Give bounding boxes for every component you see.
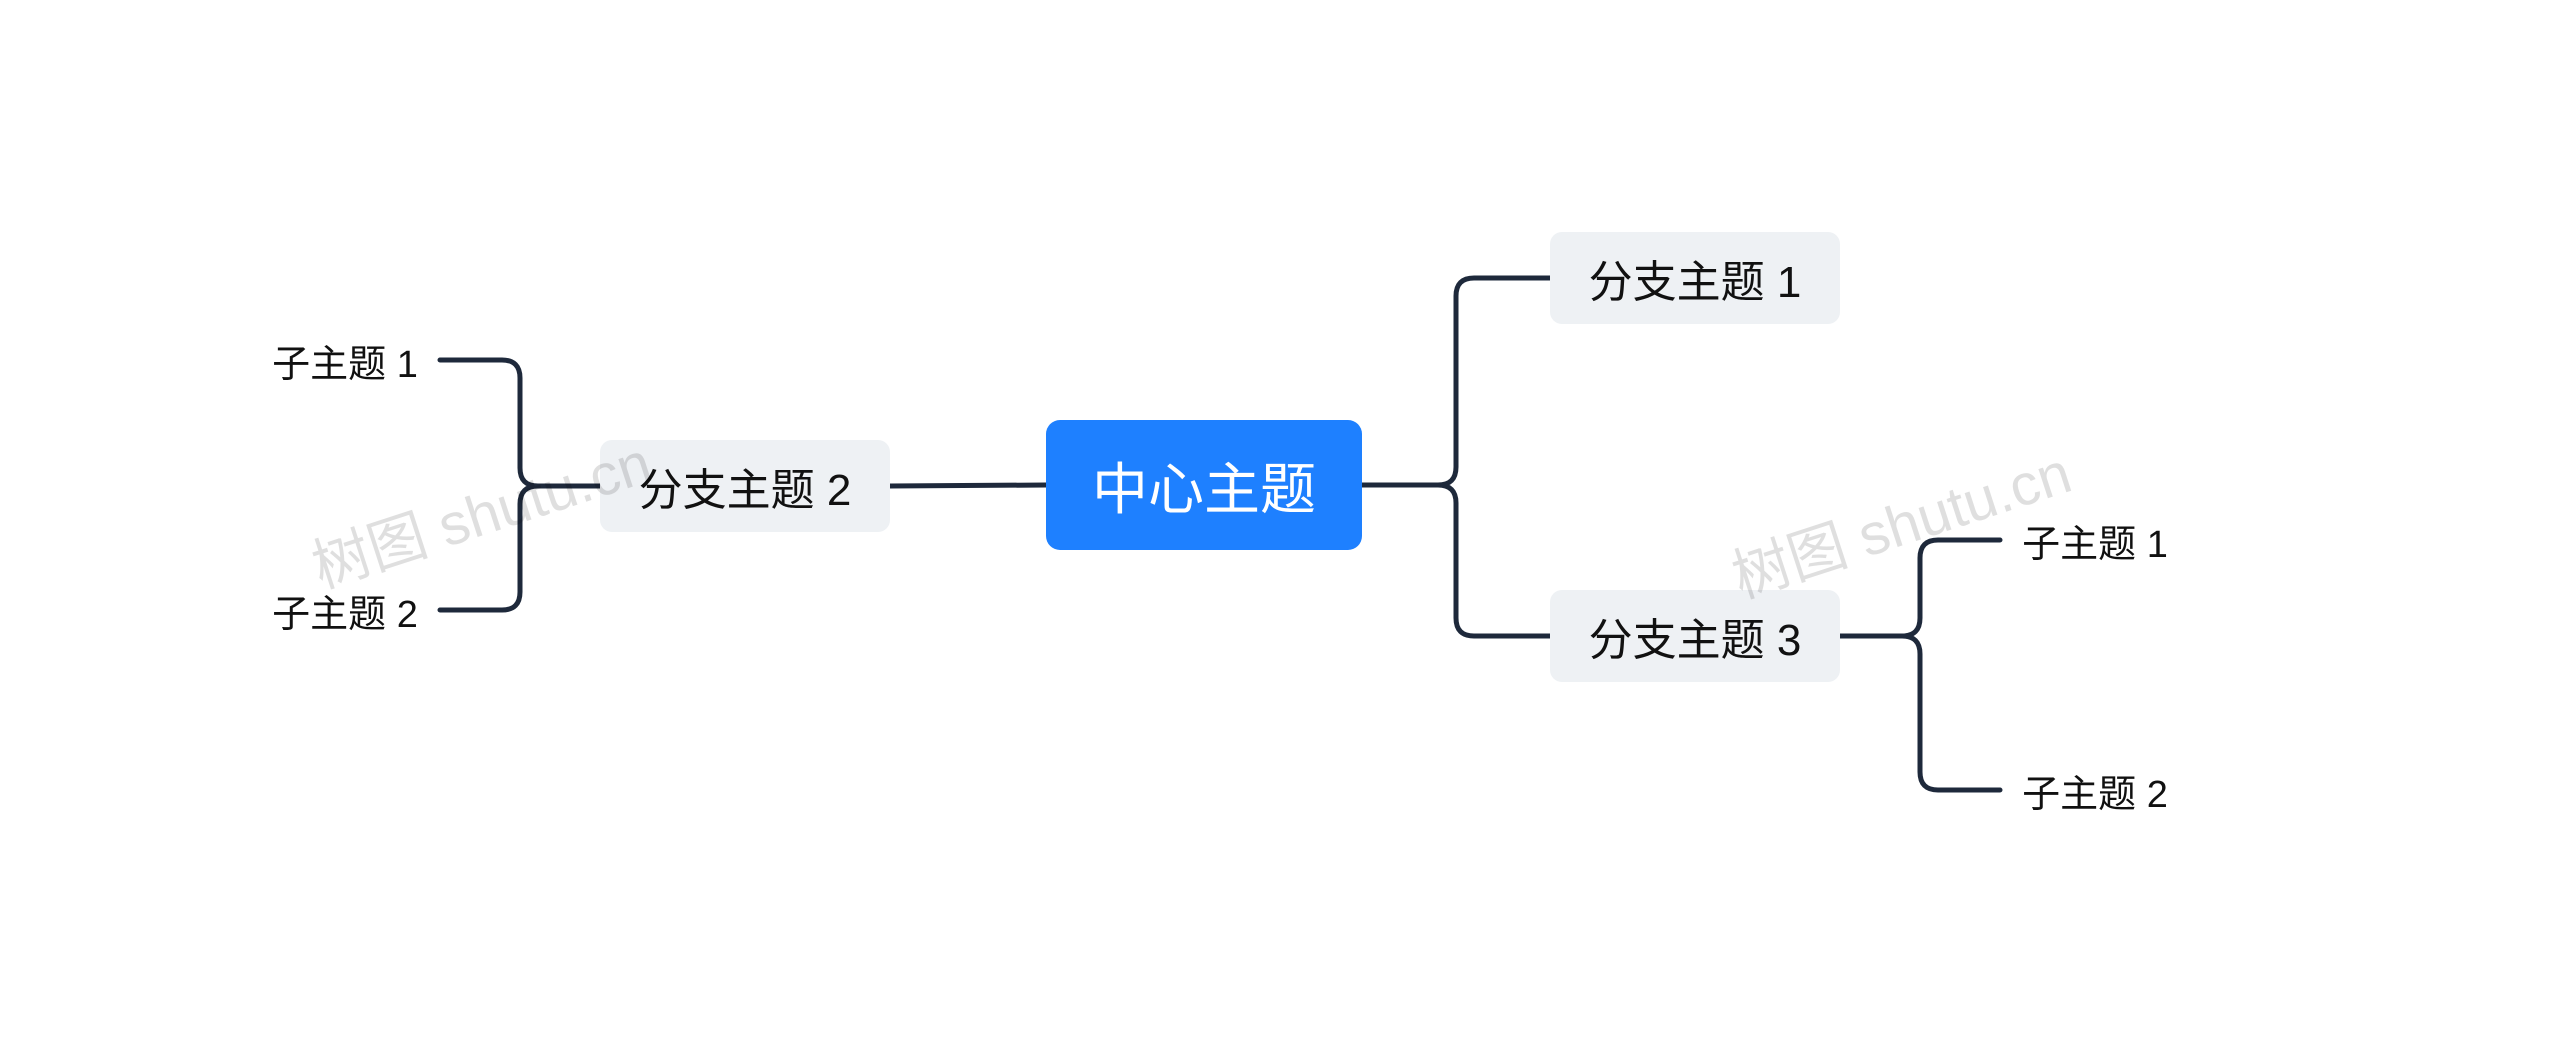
subtopic-3-2-label: 子主题 2 xyxy=(2022,763,2168,818)
branch-topic-1-label: 分支主题 1 xyxy=(1589,246,1802,310)
branch-topic-3-label: 分支主题 3 xyxy=(1589,604,1802,668)
subtopic-3-1-node[interactable]: 子主题 1 xyxy=(2000,510,2190,570)
subtopic-3-1-label: 子主题 1 xyxy=(2022,513,2168,568)
subtopic-3-2-node[interactable]: 子主题 2 xyxy=(2000,760,2190,820)
subtopic-2-2-node[interactable]: 子主题 2 xyxy=(250,580,440,640)
branch-topic-2-label: 分支主题 2 xyxy=(639,454,852,518)
center-topic-node[interactable]: 中心主题 xyxy=(1046,420,1362,550)
mindmap-canvas: 中心主题 分支主题 1 分支主题 3 分支主题 2 子主题 1 子主题 2 子主… xyxy=(0,0,2560,1057)
branch-topic-1-node[interactable]: 分支主题 1 xyxy=(1550,232,1840,324)
subtopic-2-1-label: 子主题 1 xyxy=(272,333,418,388)
subtopic-2-1-node[interactable]: 子主题 1 xyxy=(250,330,440,390)
branch-topic-3-node[interactable]: 分支主题 3 xyxy=(1550,590,1840,682)
subtopic-2-2-label: 子主题 2 xyxy=(272,583,418,638)
center-topic-label: 中心主题 xyxy=(1092,445,1316,526)
branch-topic-2-node[interactable]: 分支主题 2 xyxy=(600,440,890,532)
